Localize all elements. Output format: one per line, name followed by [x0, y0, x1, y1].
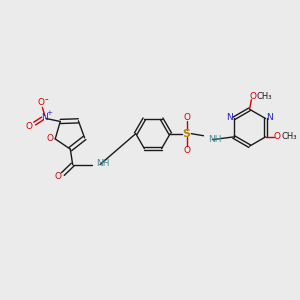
Text: O: O — [47, 134, 54, 143]
Text: O: O — [25, 122, 32, 131]
Text: O: O — [249, 92, 256, 101]
Text: O: O — [274, 132, 281, 141]
Text: O: O — [55, 172, 62, 181]
Text: O: O — [38, 98, 44, 107]
Text: -: - — [44, 94, 48, 104]
Text: +: + — [46, 110, 52, 116]
Text: NH: NH — [208, 135, 221, 144]
Text: N: N — [267, 112, 273, 122]
Text: NH: NH — [96, 159, 110, 168]
Text: O: O — [184, 112, 191, 122]
Text: N: N — [226, 112, 232, 122]
Text: CH₃: CH₃ — [282, 132, 297, 141]
Text: S: S — [183, 129, 190, 139]
Text: CH₃: CH₃ — [256, 92, 272, 101]
Text: O: O — [184, 146, 191, 155]
Text: N: N — [41, 113, 48, 122]
